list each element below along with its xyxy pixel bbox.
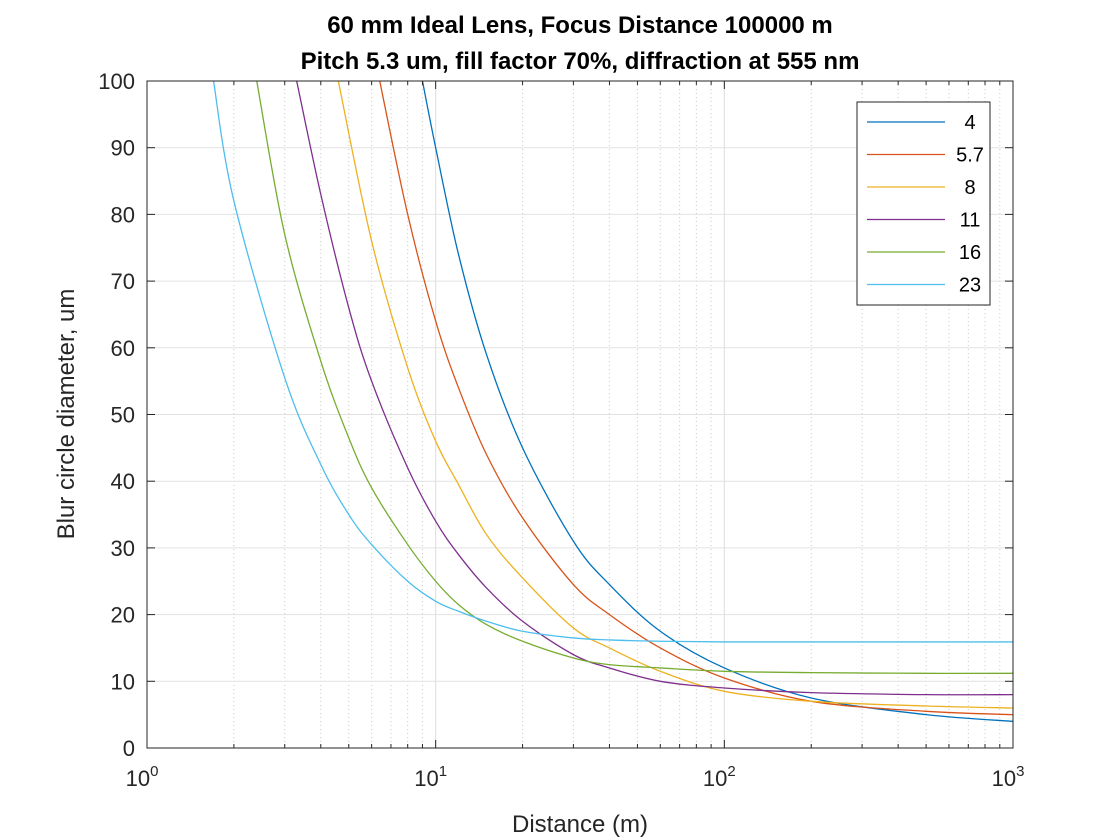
y-tick-label: 80 (111, 202, 135, 227)
y-tick-label: 90 (111, 136, 135, 161)
x-axis-label: Distance (m) (512, 811, 648, 838)
series-line-11 (296, 81, 1013, 696)
y-tick-label: 100 (98, 69, 135, 94)
y-tick-label: 40 (111, 469, 135, 494)
legend-box (856, 101, 991, 306)
x-tick-label: 103 (992, 763, 1025, 791)
legend: 4 5.7 8 11 16 23 (856, 101, 991, 306)
x-tick-label: 101 (414, 763, 447, 791)
y-tick-label: 20 (111, 603, 135, 628)
y-tick-label: 60 (111, 336, 135, 361)
legend-label: 4 (964, 112, 975, 134)
y-tick-label: 10 (111, 669, 135, 694)
chart-title: 60 mm Ideal Lens, Focus Distance 100000 … (327, 12, 833, 39)
x-tick-label: 100 (126, 763, 159, 791)
x-tick-label: 102 (703, 763, 736, 791)
legend-label: 16 (959, 242, 981, 264)
legend-label: 23 (959, 275, 981, 297)
y-tick-label: 30 (111, 536, 135, 561)
series-line-8 (337, 81, 1013, 709)
chart-subtitle: Pitch 5.3 um, fill factor 70%, diffracti… (301, 48, 860, 75)
series-line-23 (212, 81, 1013, 643)
y-tick-label: 0 (123, 736, 135, 761)
series-group (212, 81, 1013, 722)
axis-ticks: 100 101 102 103 0 10 20 30 40 50 60 70 80 90 100 (98, 69, 1024, 791)
y-axis-label: Blur circle diameter, um (53, 289, 80, 540)
legend-label: 8 (964, 177, 975, 199)
y-tick-label: 50 (111, 403, 135, 428)
series-line-16 (256, 81, 1013, 674)
legend-label: 5.7 (956, 145, 984, 167)
y-tick-label: 70 (111, 269, 135, 294)
legend-label: 11 (960, 210, 981, 232)
